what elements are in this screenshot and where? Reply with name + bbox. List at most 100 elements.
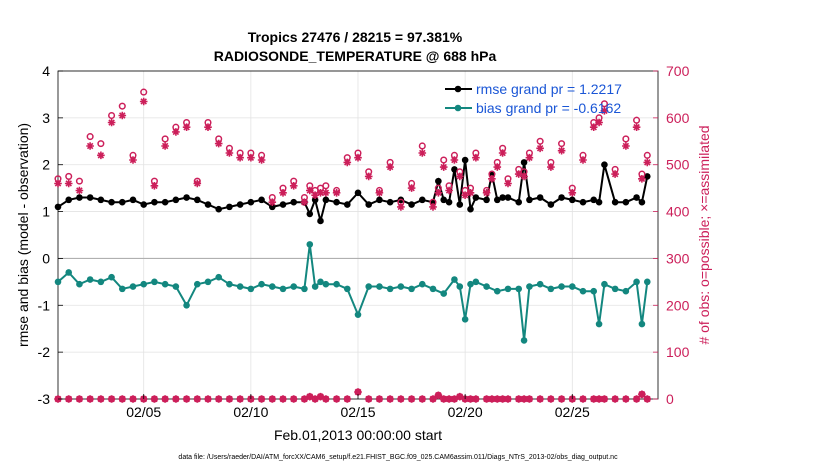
rmse-point-26 bbox=[317, 217, 324, 225]
x-tick-label-0: 02/05 bbox=[126, 404, 161, 420]
rmse-point-44 bbox=[467, 205, 474, 213]
bias-point-8 bbox=[140, 280, 148, 288]
obs-assimilated-point-39 bbox=[439, 163, 448, 171]
obs-bottom-assimilated-point-38 bbox=[434, 391, 443, 400]
obs-bottom-assimilated-point-64 bbox=[632, 395, 641, 403]
bias-point-61 bbox=[638, 320, 646, 328]
legend-bias-label: bias grand pr = -0.6162 bbox=[476, 100, 621, 116]
obs-bottom-assimilated-point-22 bbox=[289, 395, 298, 403]
obs-bottom-assimilated-point-6 bbox=[118, 395, 127, 403]
rmse-point-15 bbox=[215, 205, 223, 213]
obs-bottom-assimilated-point-13 bbox=[193, 395, 202, 403]
rmse-point-62 bbox=[611, 198, 619, 206]
obs-bottom-assimilated-point-26 bbox=[316, 392, 325, 401]
obs-assimilated-point-4 bbox=[97, 151, 105, 160]
obs-assimilated-point-22 bbox=[289, 182, 298, 190]
bias-point-3 bbox=[86, 276, 94, 283]
obs-bottom-assimilated-point-56 bbox=[557, 395, 566, 403]
rmse-point-45 bbox=[472, 194, 480, 201]
y2-axis-label: # of obs: o=possible; ×=assimilated bbox=[696, 125, 712, 344]
rmse-point-51 bbox=[515, 198, 523, 206]
x-tick-label-1: 02/10 bbox=[233, 404, 268, 420]
obs-assimilated-point-56 bbox=[557, 146, 566, 155]
bias-point-30 bbox=[354, 311, 362, 318]
obs-assimilated-point-8 bbox=[139, 97, 148, 106]
obs-possible-point-66 bbox=[643, 151, 651, 159]
bias-point-37 bbox=[429, 285, 437, 293]
obs-bottom-assimilated-point-65 bbox=[638, 390, 646, 399]
obs-bottom-assimilated-point-52 bbox=[520, 395, 528, 403]
rmse-point-2 bbox=[76, 194, 83, 201]
obs-assimilated-point-15 bbox=[214, 139, 223, 148]
bias-point-22 bbox=[290, 283, 298, 290]
obs-assimilated-point-44 bbox=[466, 189, 475, 197]
obs-assimilated-point-28 bbox=[332, 189, 341, 197]
bias-point-9 bbox=[151, 278, 158, 286]
obs-bottom-assimilated-point-60 bbox=[595, 395, 603, 403]
rmse-point-6 bbox=[118, 198, 126, 206]
bias-point-39 bbox=[451, 276, 458, 283]
obs-assimilated-point-2 bbox=[75, 186, 84, 195]
obs-assimilated-point-29 bbox=[343, 158, 352, 167]
obs-bottom-assimilated-point-50 bbox=[504, 395, 512, 403]
obs-bottom-assimilated-point-44 bbox=[466, 395, 475, 403]
rmse-point-50 bbox=[504, 194, 512, 201]
obs-assimilated-point-27 bbox=[322, 189, 330, 197]
obs-assimilated-point-47 bbox=[488, 175, 496, 183]
bias-point-32 bbox=[376, 283, 383, 290]
bias-point-56 bbox=[595, 320, 603, 328]
bias-point-59 bbox=[622, 287, 630, 295]
obs-bottom-assimilated-point-11 bbox=[172, 395, 180, 403]
obs-assimilated-point-37 bbox=[429, 203, 437, 211]
rmse-point-54 bbox=[536, 194, 544, 201]
bias-point-11 bbox=[172, 283, 180, 290]
obs-assimilated-point-45 bbox=[472, 153, 480, 162]
bias-point-1 bbox=[65, 269, 73, 276]
bias-point-20 bbox=[268, 283, 276, 290]
obs-possible-point-10 bbox=[161, 135, 169, 143]
rmse-point-52 bbox=[520, 159, 528, 166]
obs-assimilated-point-49 bbox=[498, 149, 507, 157]
obs-bottom-assimilated-point-55 bbox=[547, 395, 555, 403]
bias-point-55 bbox=[590, 287, 598, 295]
obs-bottom-assimilated-point-34 bbox=[397, 395, 405, 403]
obs-assimilated-point-60 bbox=[595, 118, 603, 127]
obs-bottom-assimilated-point-23 bbox=[300, 395, 309, 403]
obs-possible-point-36 bbox=[418, 142, 426, 150]
obs-bottom-assimilated-point-30 bbox=[354, 388, 362, 396]
bias-point-40 bbox=[456, 283, 464, 290]
bias-point-31 bbox=[365, 283, 373, 290]
obs-assimilated-point-50 bbox=[504, 179, 512, 188]
obs-assimilated-point-14 bbox=[204, 123, 212, 131]
rmse-point-19 bbox=[258, 196, 265, 204]
rmse-point-36 bbox=[418, 196, 426, 204]
rmse-point-27 bbox=[322, 196, 330, 204]
rmse-point-48 bbox=[493, 196, 501, 204]
bias-point-50 bbox=[536, 280, 544, 288]
obs-assimilated-point-58 bbox=[579, 156, 587, 164]
obs-bottom-assimilated-point-17 bbox=[236, 395, 244, 403]
bias-point-26 bbox=[317, 278, 324, 286]
bias-point-21 bbox=[279, 285, 287, 293]
bias-point-52 bbox=[558, 283, 565, 290]
obs-assimilated-point-3 bbox=[86, 142, 94, 150]
bias-point-10 bbox=[161, 280, 169, 288]
y-axis-label: rmse and bias (model - observation) bbox=[15, 123, 31, 347]
obs-bottom-assimilated-point-35 bbox=[407, 395, 416, 403]
obs-bottom-assimilated-point-46 bbox=[482, 395, 491, 403]
rmse-point-0 bbox=[54, 203, 62, 211]
obs-bottom-assimilated-point-66 bbox=[643, 395, 652, 403]
legend-bias-marker bbox=[454, 104, 462, 112]
obs-bottom-assimilated-point-12 bbox=[182, 395, 191, 403]
chart-subtitle: RADIOSONDE_TEMPERATURE @ 688 hPa bbox=[214, 48, 497, 64]
obs-bottom-assimilated-point-31 bbox=[364, 395, 373, 403]
obs-possible-point-64 bbox=[633, 116, 641, 124]
rmse-point-53 bbox=[526, 196, 533, 204]
rmse-point-13 bbox=[193, 196, 201, 204]
rmse-point-57 bbox=[568, 196, 576, 204]
bias-point-62 bbox=[643, 278, 651, 286]
obs-assimilated-point-31 bbox=[364, 172, 373, 181]
bias-point-60 bbox=[633, 278, 640, 286]
legend-rmse-label: rmse grand pr = 1.2217 bbox=[476, 81, 622, 97]
